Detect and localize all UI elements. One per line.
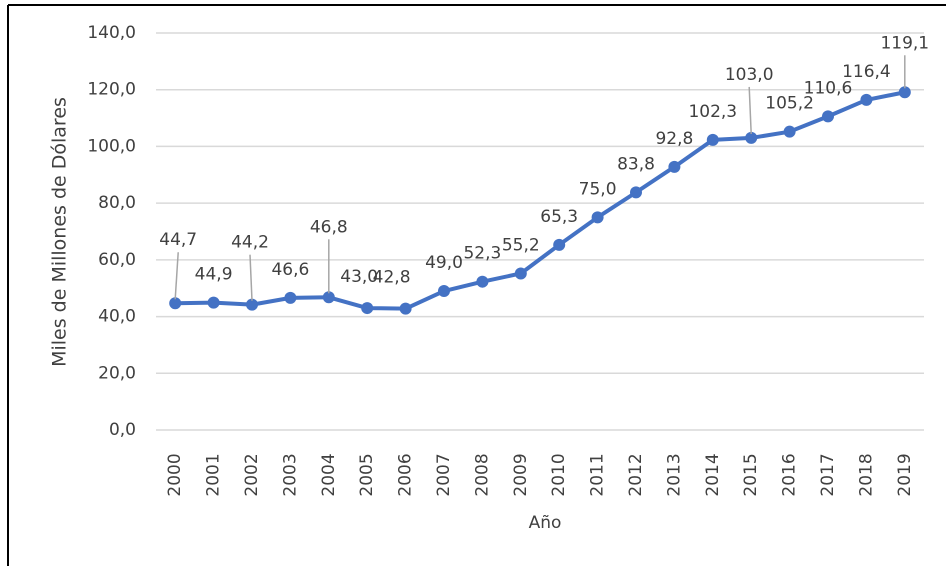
x-tick-label: 2016 — [780, 453, 800, 496]
x-tick-label: 2006 — [396, 453, 416, 496]
point — [399, 302, 412, 315]
data-label: 116,4 — [842, 62, 891, 82]
leader-line — [748, 86, 752, 134]
data-label: 44,2 — [231, 233, 269, 253]
x-tick-label: 2000 — [165, 453, 185, 496]
point — [476, 275, 489, 288]
x-tick-label: 2005 — [357, 453, 377, 496]
leader-line — [174, 252, 179, 300]
data-label: 92,8 — [655, 129, 693, 149]
y-tick-label: 60,0 — [98, 250, 136, 270]
y-tick-label: 140,0 — [87, 23, 136, 43]
y-tick-label: 0,0 — [109, 420, 136, 440]
x-tick-label: 2012 — [626, 453, 646, 496]
x-tick-label: 2013 — [664, 453, 684, 496]
point — [783, 125, 796, 138]
x-tick-label: 2017 — [818, 453, 838, 496]
point — [860, 93, 873, 106]
x-tick-label: 2018 — [856, 453, 876, 496]
x-tick-label: 2011 — [588, 453, 608, 496]
point — [284, 291, 297, 304]
point — [322, 291, 335, 304]
y-tick-label: 120,0 — [87, 80, 136, 100]
point — [207, 296, 220, 309]
data-label: 110,6 — [804, 78, 853, 98]
point — [898, 86, 911, 99]
x-axis-title: Año — [529, 513, 562, 533]
data-label: 46,8 — [310, 217, 348, 237]
point — [745, 131, 758, 144]
point — [630, 186, 642, 199]
data-label: 103,0 — [725, 65, 774, 85]
leader-line — [249, 254, 253, 301]
point — [668, 160, 681, 173]
line — [175, 90, 906, 311]
x-tick-label: 2019 — [895, 453, 915, 496]
point — [169, 297, 182, 310]
point — [361, 302, 374, 315]
x-tick-label: 2010 — [549, 453, 569, 496]
y-tick-label: 20,0 — [98, 363, 136, 383]
data-label: 44,9 — [195, 265, 233, 285]
data-label: 43,0 — [340, 267, 378, 287]
point — [591, 211, 604, 224]
data-label: 52,3 — [463, 244, 501, 264]
y-tick-label: 40,0 — [98, 307, 136, 327]
y-tick-label: 100,0 — [87, 136, 136, 156]
data-label: 75,0 — [579, 179, 617, 199]
x-tick-label: 2002 — [242, 453, 262, 496]
y-tick-label: 80,0 — [98, 193, 136, 213]
point — [438, 285, 450, 298]
x-tick-label: 2008 — [472, 453, 492, 496]
x-tick-label: 2007 — [434, 453, 454, 496]
data-label: 49,0 — [425, 253, 463, 273]
point — [553, 238, 566, 251]
point — [822, 110, 834, 123]
x-tick-label: 2009 — [511, 453, 531, 496]
data-label: 83,8 — [617, 154, 655, 174]
data-label: 46,6 — [271, 260, 309, 280]
data-label: 44,7 — [159, 230, 197, 250]
x-tick-label: 2015 — [741, 453, 761, 496]
point — [706, 133, 719, 146]
data-label: 105,2 — [765, 94, 814, 114]
data-label: 102,3 — [688, 102, 737, 122]
point — [246, 298, 258, 311]
x-tick-label: 2014 — [703, 453, 723, 496]
x-tick-label: 2003 — [280, 453, 300, 496]
y-axis-title: Miles de Millones de Dólares — [49, 97, 71, 367]
data-label: 65,3 — [540, 207, 578, 227]
data-label: 55,2 — [502, 235, 540, 255]
x-tick-label: 2001 — [204, 453, 224, 496]
data-label: 42,8 — [373, 268, 411, 288]
data-label: 119,1 — [880, 33, 929, 53]
point — [514, 267, 527, 280]
x-tick-label: 2004 — [319, 453, 339, 496]
